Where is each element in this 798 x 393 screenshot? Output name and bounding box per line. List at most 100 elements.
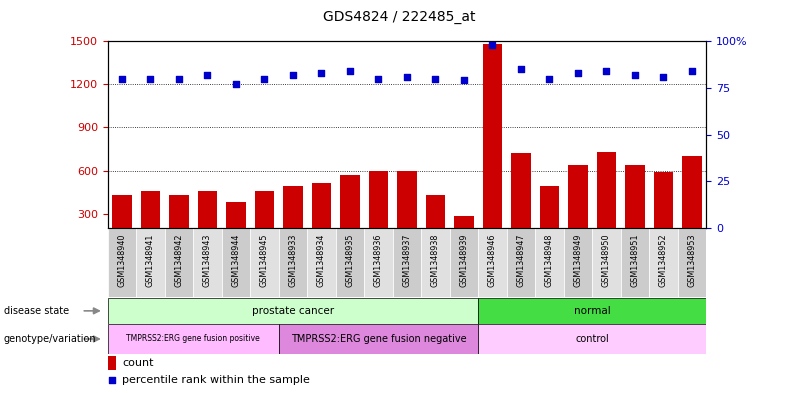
Bar	[625, 165, 645, 257]
Bar	[112, 195, 132, 257]
Text: GSM1348948: GSM1348948	[545, 233, 554, 287]
Bar	[108, 324, 279, 354]
Text: GSM1348944: GSM1348944	[231, 233, 240, 287]
Bar	[193, 228, 222, 297]
Text: GSM1348949: GSM1348949	[574, 233, 583, 287]
Point	[571, 70, 584, 76]
Text: GSM1348947: GSM1348947	[516, 233, 525, 287]
Point	[315, 70, 328, 76]
Bar	[678, 228, 706, 297]
Bar	[336, 228, 364, 297]
Text: GSM1348941: GSM1348941	[146, 233, 155, 287]
Text: GSM1348952: GSM1348952	[659, 233, 668, 287]
Bar	[136, 228, 164, 297]
Point	[657, 73, 670, 80]
Point	[543, 75, 556, 82]
Text: GSM1348946: GSM1348946	[488, 233, 497, 287]
Bar	[478, 298, 706, 324]
Bar	[563, 228, 592, 297]
Bar	[483, 44, 503, 257]
Bar	[108, 228, 136, 297]
Bar	[425, 195, 445, 257]
Text: normal: normal	[574, 306, 610, 316]
Bar	[450, 228, 478, 297]
Text: GSM1348934: GSM1348934	[317, 233, 326, 287]
Text: percentile rank within the sample: percentile rank within the sample	[122, 375, 310, 385]
Bar	[654, 172, 674, 257]
Bar	[539, 186, 559, 257]
Point	[372, 75, 385, 82]
Text: control: control	[575, 334, 609, 344]
Bar	[108, 298, 478, 324]
Point	[144, 75, 157, 82]
Point	[515, 66, 527, 72]
Text: GSM1348951: GSM1348951	[630, 233, 639, 287]
Text: GSM1348933: GSM1348933	[289, 233, 298, 287]
Text: GSM1348940: GSM1348940	[117, 233, 126, 287]
Point	[286, 72, 299, 78]
Bar	[682, 156, 702, 257]
Text: disease state: disease state	[4, 306, 69, 316]
Text: GSM1348950: GSM1348950	[602, 233, 611, 287]
Text: TMPRSS2:ERG gene fusion positive: TMPRSS2:ERG gene fusion positive	[126, 334, 260, 343]
Bar	[454, 217, 474, 257]
Point	[685, 68, 698, 74]
Bar	[364, 228, 393, 297]
Point	[629, 72, 642, 78]
Bar	[511, 153, 531, 257]
Point	[401, 73, 413, 80]
Text: GSM1348953: GSM1348953	[688, 233, 697, 287]
Text: GSM1348938: GSM1348938	[431, 233, 440, 287]
Bar	[535, 228, 563, 297]
Text: GSM1348935: GSM1348935	[346, 233, 354, 287]
Point	[172, 75, 185, 82]
Text: GSM1348943: GSM1348943	[203, 233, 212, 287]
Bar	[596, 152, 616, 257]
Bar	[478, 228, 507, 297]
Bar	[478, 324, 706, 354]
Text: genotype/variation: genotype/variation	[4, 334, 97, 344]
Bar	[255, 191, 275, 257]
Bar	[311, 184, 331, 257]
Point	[457, 77, 470, 84]
Bar	[283, 186, 303, 257]
Bar	[279, 228, 307, 297]
Bar	[568, 165, 588, 257]
Bar	[226, 202, 246, 257]
Point	[105, 377, 118, 384]
Bar	[397, 171, 417, 257]
Bar	[279, 324, 478, 354]
Point	[429, 75, 442, 82]
Text: GSM1348936: GSM1348936	[374, 233, 383, 287]
Bar	[169, 195, 189, 257]
Bar	[108, 356, 116, 369]
Text: GSM1348945: GSM1348945	[260, 233, 269, 287]
Text: GSM1348937: GSM1348937	[402, 233, 412, 287]
Text: prostate cancer: prostate cancer	[252, 306, 334, 316]
Point	[201, 72, 214, 78]
Text: count: count	[122, 358, 153, 368]
Point	[258, 75, 271, 82]
Bar	[164, 228, 193, 297]
Bar	[340, 175, 360, 257]
Bar	[621, 228, 650, 297]
Point	[344, 68, 357, 74]
Bar	[507, 228, 535, 297]
Point	[486, 42, 499, 48]
Point	[600, 68, 613, 74]
Bar	[140, 191, 160, 257]
Bar	[197, 191, 217, 257]
Text: TMPRSS2:ERG gene fusion negative: TMPRSS2:ERG gene fusion negative	[290, 334, 466, 344]
Point	[116, 75, 128, 82]
Bar	[251, 228, 279, 297]
Bar	[307, 228, 336, 297]
Point	[230, 81, 243, 87]
Bar	[369, 171, 389, 257]
Text: GSM1348942: GSM1348942	[175, 233, 184, 287]
Text: GSM1348939: GSM1348939	[460, 233, 468, 287]
Bar	[421, 228, 450, 297]
Bar	[592, 228, 621, 297]
Text: GDS4824 / 222485_at: GDS4824 / 222485_at	[322, 10, 476, 24]
Bar	[393, 228, 421, 297]
Bar	[650, 228, 678, 297]
